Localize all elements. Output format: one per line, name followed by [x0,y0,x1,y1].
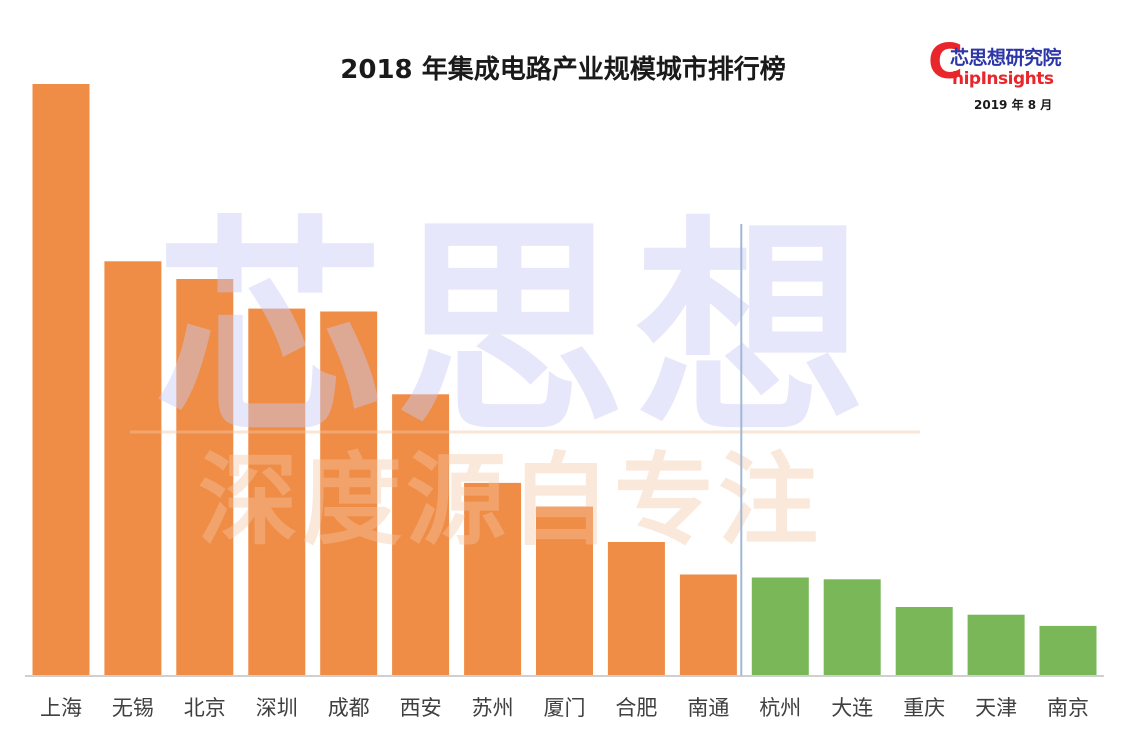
report-date: 2019 年 8 月 [974,98,1053,112]
bar-4 [248,308,306,675]
bar-3 [176,279,234,675]
logo-name-cn: 芯思想研究院 [950,47,1062,69]
x-tick-label: 无锡 [112,696,154,720]
x-tick-label: 苏州 [472,696,514,720]
x-tick-label: 深圳 [256,696,298,720]
x-tick-label: 西安 [400,696,442,720]
watermark: 芯思想 深度源自专注 [130,198,920,559]
x-tick-label: 厦门 [544,696,586,720]
x-tick-label: 大连 [831,696,873,720]
bar-5 [320,311,378,675]
logo-name-en: hipInsights [952,69,1054,89]
bar-12 [823,579,881,675]
bar-11 [751,577,809,675]
x-tick-label: 上海 [40,696,82,720]
bar-1 [32,84,90,675]
logo-mark: C [928,34,964,90]
x-tick-label: 杭州 [759,696,801,720]
bar-10 [679,574,737,675]
x-tick-label: 天津 [975,696,1017,720]
bar-2 [104,261,162,675]
bar-14 [967,614,1025,675]
x-tick-label: 北京 [184,696,226,720]
chipinsights-logo: C 芯思想研究院 hipInsights 2019 年 8 月 [928,38,1088,118]
x-tick-label: 合肥 [615,696,657,720]
x-tick-label: 成都 [328,696,370,720]
bar-6 [392,394,450,675]
x-tick-label: 重庆 [903,696,945,720]
bar-7 [464,482,522,675]
bar-8 [536,506,593,675]
bar-15 [1039,625,1097,675]
watermark-sub: 深度源自专注 [198,442,822,559]
x-tick-label: 南京 [1047,696,1089,720]
chart-title: 2018 年集成电路产业规模城市排行榜 [340,54,785,85]
watermark-main: 芯思想 [155,198,875,465]
x-tick-label: 南通 [687,696,729,720]
bar-13 [895,607,953,675]
bar-9 [607,542,665,675]
